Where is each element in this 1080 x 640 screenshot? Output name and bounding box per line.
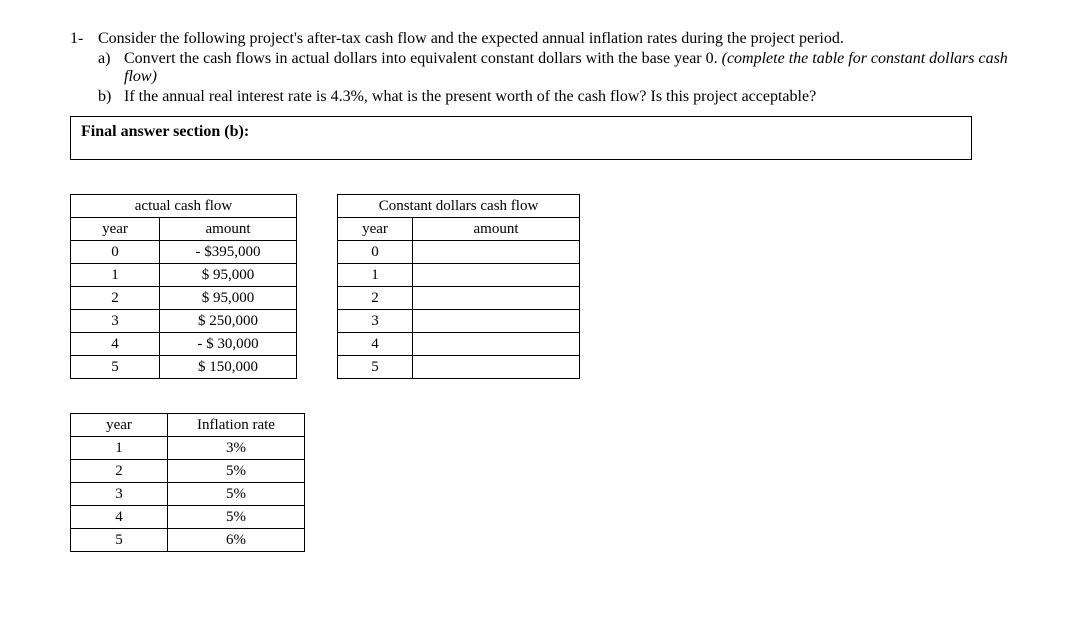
inflation-year: 3 [71,483,168,506]
table-row: 0 [338,241,580,264]
actual-year: 1 [71,264,160,287]
actual-cash-flow-table: actual cash flow year amount 0- $395,000… [70,194,297,379]
inflation-header-rate: Inflation rate [168,414,305,437]
inflation-year: 5 [71,529,168,552]
table-row: 3 [338,310,580,333]
actual-amount: - $395,000 [160,241,297,264]
constant-year: 5 [338,356,413,379]
table-row: 1 [338,264,580,287]
constant-year: 0 [338,241,413,264]
actual-header-year: year [71,218,160,241]
constant-dollars-table: Constant dollars cash flow year amount 0… [337,194,580,379]
question-prompt: Consider the following project's after-t… [98,30,1010,48]
constant-header-amount: amount [413,218,580,241]
constant-amount[interactable] [413,356,580,379]
sub-a-text: Convert the cash flows in actual dollars… [124,50,1010,86]
table-row: 0- $395,000 [71,241,297,264]
table-row: 4 [338,333,580,356]
actual-amount: - $ 30,000 [160,333,297,356]
table-row: 56% [71,529,305,552]
constant-title: Constant dollars cash flow [338,195,580,218]
table-row: 13% [71,437,305,460]
inflation-table: year Inflation rate 13% 25% 35% 45% 56% [70,413,305,552]
actual-year: 3 [71,310,160,333]
inflation-rate: 3% [168,437,305,460]
table-row: 1$ 95,000 [71,264,297,287]
actual-year: 0 [71,241,160,264]
constant-year: 1 [338,264,413,287]
table-row: 25% [71,460,305,483]
constant-amount[interactable] [413,287,580,310]
actual-amount: $ 250,000 [160,310,297,333]
table-row: 45% [71,506,305,529]
inflation-rate: 5% [168,506,305,529]
actual-header-amount: amount [160,218,297,241]
inflation-year: 2 [71,460,168,483]
inflation-year: 4 [71,506,168,529]
table-row: 5 [338,356,580,379]
inflation-year: 1 [71,437,168,460]
sub-a-plain: Convert the cash flows in actual dollars… [124,50,722,67]
inflation-rate: 6% [168,529,305,552]
table-row: 3$ 250,000 [71,310,297,333]
actual-year: 5 [71,356,160,379]
constant-header-year: year [338,218,413,241]
table-row: 2 [338,287,580,310]
constant-amount[interactable] [413,264,580,287]
actual-year: 4 [71,333,160,356]
constant-amount[interactable] [413,333,580,356]
question-body: Consider the following project's after-t… [98,30,1010,106]
constant-amount[interactable] [413,310,580,333]
tables-row: actual cash flow year amount 0- $395,000… [70,194,1010,379]
sub-a: a) Convert the cash flows in actual doll… [98,50,1010,86]
sub-b-letter: b) [98,88,124,106]
answer-box: Final answer section (b): [70,116,972,160]
sub-b: b) If the annual real interest rate is 4… [98,88,1010,106]
actual-year: 2 [71,287,160,310]
table-row: 35% [71,483,305,506]
actual-amount: $ 95,000 [160,264,297,287]
constant-year: 3 [338,310,413,333]
inflation-rate: 5% [168,460,305,483]
inflation-header-year: year [71,414,168,437]
inflation-block: year Inflation rate 13% 25% 35% 45% 56% [70,413,1010,552]
actual-amount: $ 95,000 [160,287,297,310]
sub-a-letter: a) [98,50,124,86]
sub-b-text: If the annual real interest rate is 4.3%… [124,88,816,106]
actual-title: actual cash flow [71,195,297,218]
question-number: 1- [70,30,98,106]
inflation-rate: 5% [168,483,305,506]
table-row: 4- $ 30,000 [71,333,297,356]
constant-year: 4 [338,333,413,356]
constant-year: 2 [338,287,413,310]
constant-amount[interactable] [413,241,580,264]
question-block: 1- Consider the following project's afte… [70,30,1010,106]
table-row: 2$ 95,000 [71,287,297,310]
actual-amount: $ 150,000 [160,356,297,379]
answer-label: Final answer section (b): [81,123,249,140]
table-row: 5$ 150,000 [71,356,297,379]
